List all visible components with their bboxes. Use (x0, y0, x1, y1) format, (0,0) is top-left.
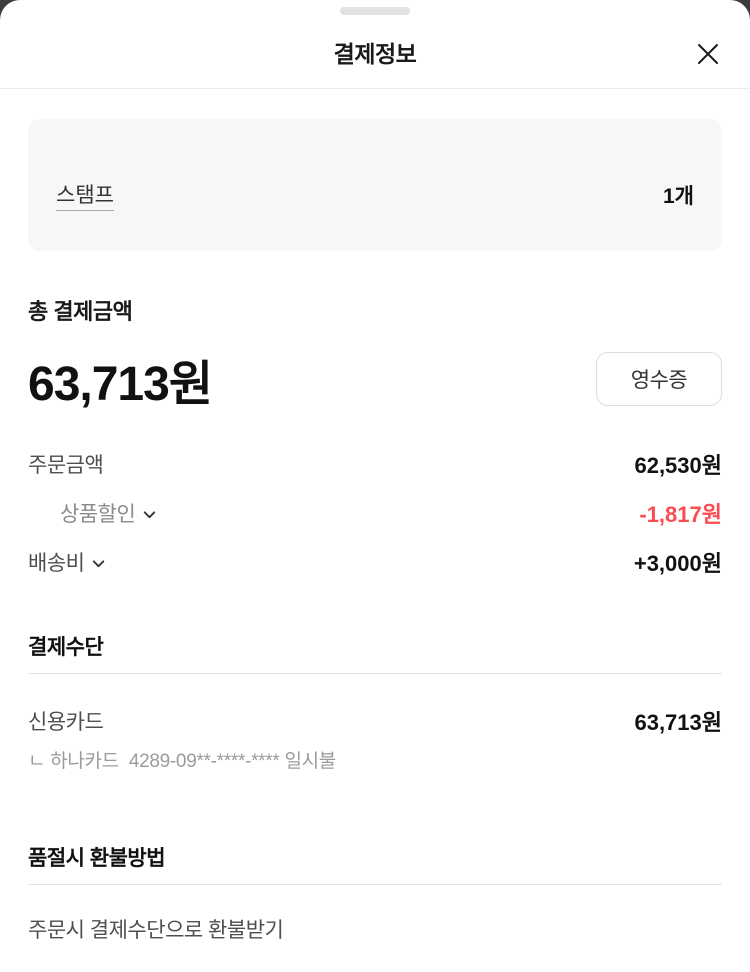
page-title: 결제정보 (333, 41, 417, 67)
credit-card-label: 신용카드 (28, 711, 104, 734)
stamp-count: 1개 (663, 185, 694, 208)
product-discount-toggle[interactable]: 상품할인 (28, 498, 158, 528)
card-detail-text: ㄴ 하나카드 4289-09**-****-**** 일시불 (28, 751, 336, 772)
shipping-fee-label: 배송비 (28, 552, 85, 575)
total-amount-heading: 총 결제금액 (28, 299, 133, 324)
refund-method-heading: 품절시 환불방법 (28, 842, 722, 885)
credit-card-amount: 63,713원 (634, 710, 722, 735)
sheet-header: 결제정보 (0, 0, 750, 89)
shipping-fee-value: +3,000원 (633, 551, 722, 576)
chevron-down-icon (90, 555, 107, 572)
refund-method-section: 품절시 환불방법 주문시 결제수단으로 환불받기 (28, 842, 722, 944)
payment-method-section: 결제수단 신용카드 63,713원 ㄴ 하나카드 4289-09**-****-… (28, 631, 722, 773)
receipt-button[interactable]: 영수증 (596, 352, 722, 406)
total-amount-value: 63,713원 (28, 358, 213, 411)
payment-method-heading: 결제수단 (28, 631, 722, 674)
shipping-fee-row: 배송비 +3,000원 (28, 546, 722, 578)
refund-method-text: 주문시 결제수단으로 환불받기 (28, 919, 284, 942)
order-amount-value: 62,530원 (634, 453, 722, 478)
product-discount-value: -1,817원 (639, 502, 722, 527)
stamp-box: 스탬프 1개 (28, 119, 722, 251)
order-amount-label: 주문금액 (28, 454, 104, 477)
order-amount-row: 주문금액 62,530원 (28, 448, 722, 480)
close-button[interactable] (690, 36, 726, 72)
drag-handle[interactable] (340, 7, 410, 15)
product-discount-label: 상품할인 (60, 503, 136, 526)
stamp-label[interactable]: 스탬프 (56, 179, 114, 211)
stamp-row: 스탬프 1개 (56, 179, 694, 211)
product-discount-row: 상품할인 -1,817원 (28, 497, 722, 529)
amount-breakdown: 주문금액 62,530원 상품할인 -1,817원 배송비 (28, 448, 722, 578)
total-amount-row: 63,713원 영수증 (28, 344, 722, 414)
sheet-content: 스탬프 1개 총 결제금액 63,713원 영수증 주문금액 62,530원 상… (0, 119, 750, 944)
credit-card-row: 신용카드 63,713원 (28, 705, 722, 737)
close-icon (693, 39, 723, 69)
chevron-down-icon (141, 506, 158, 523)
shipping-fee-toggle[interactable]: 배송비 (28, 547, 107, 577)
